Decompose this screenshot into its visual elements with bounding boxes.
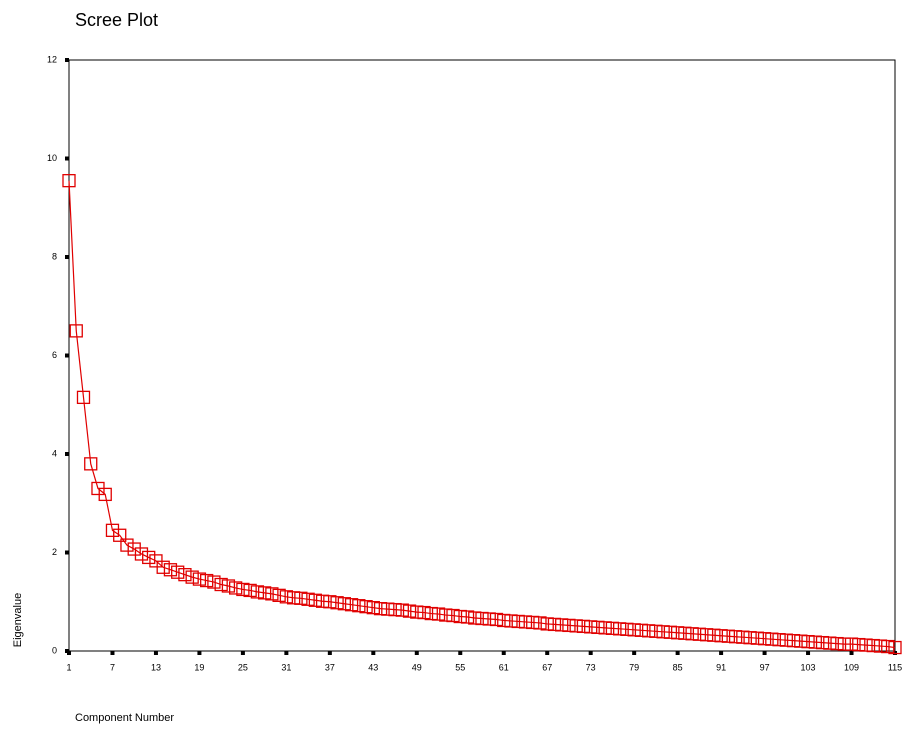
y-tick-label: 0 [52,645,57,655]
x-tick-mark [458,651,462,655]
x-tick-label: 61 [499,662,509,672]
x-tick-mark [676,651,680,655]
x-tick-mark [719,651,723,655]
x-tick-mark [545,651,549,655]
y-tick-label: 12 [47,54,57,64]
x-tick-label: 31 [281,662,291,672]
y-tick-label: 6 [52,350,57,360]
x-tick-label: 91 [716,662,726,672]
x-tick-mark [241,651,245,655]
y-tick-label: 4 [52,448,57,458]
x-tick-mark [502,651,506,655]
x-tick-label: 43 [368,662,378,672]
x-tick-label: 13 [151,662,161,672]
x-tick-label: 7 [110,662,115,672]
plot-frame [69,60,895,651]
chart: Scree Plot Component Number Eigenvalue 0… [0,0,903,733]
y-axis-label: Eigenvalue [12,593,24,647]
y-tick-label: 8 [52,251,57,261]
x-tick-label: 97 [760,662,770,672]
x-tick-label: 109 [844,662,859,672]
y-tick-mark [65,354,69,358]
x-tick-label: 37 [325,662,335,672]
y-tick-mark [65,452,69,456]
x-tick-label: 25 [238,662,248,672]
x-tick-label: 73 [586,662,596,672]
y-tick-mark [65,255,69,259]
x-tick-mark [284,651,288,655]
x-tick-label: 19 [194,662,204,672]
x-tick-label: 103 [801,662,816,672]
x-tick-mark [67,651,71,655]
x-tick-mark [110,651,114,655]
x-tick-label: 67 [542,662,552,672]
x-tick-mark [197,651,201,655]
x-tick-label: 79 [629,662,639,672]
x-tick-mark [371,651,375,655]
x-tick-mark [328,651,332,655]
x-axis-label: Component Number [75,712,174,724]
x-tick-mark [850,651,854,655]
x-tick-mark [763,651,767,655]
x-tick-label: 55 [455,662,465,672]
y-tick-mark [65,551,69,555]
x-tick-mark [806,651,810,655]
x-tick-label: 85 [673,662,683,672]
chart-title: Scree Plot [75,10,158,30]
x-tick-mark [415,651,419,655]
y-tick-mark [65,157,69,161]
x-tick-label: 115 [888,662,902,672]
x-tick-label: 49 [412,662,422,672]
x-tick-mark [632,651,636,655]
y-tick-label: 2 [52,547,57,557]
y-tick-mark [65,58,69,62]
x-tick-label: 1 [66,662,71,672]
x-tick-mark [589,651,593,655]
y-tick-label: 10 [47,153,57,163]
x-tick-mark [154,651,158,655]
